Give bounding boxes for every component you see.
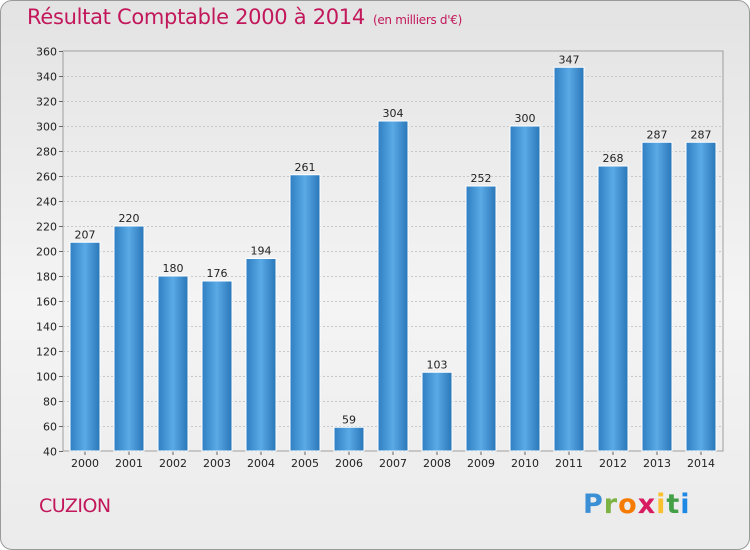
x-tick-label: 2009 bbox=[467, 457, 495, 470]
bar-2000 bbox=[69, 241, 101, 452]
y-tick-label: 280 bbox=[36, 146, 57, 159]
bar-2013 bbox=[641, 141, 673, 452]
data-label-2011: 347 bbox=[559, 53, 580, 66]
data-label-2012: 268 bbox=[603, 152, 624, 165]
data-label-2010: 300 bbox=[515, 112, 536, 125]
logo-letter: P bbox=[583, 489, 604, 520]
y-tick-label: 360 bbox=[36, 46, 57, 59]
y-tick-label: 240 bbox=[36, 196, 57, 209]
bar-2007 bbox=[377, 120, 409, 452]
y-tick-label: 300 bbox=[36, 121, 57, 134]
bar-2012 bbox=[597, 165, 629, 452]
x-tick-label: 2012 bbox=[599, 457, 627, 470]
data-label-2003: 176 bbox=[207, 267, 228, 280]
bar-2006 bbox=[333, 426, 365, 452]
x-tick-label: 2006 bbox=[335, 457, 363, 470]
y-tick-label: 80 bbox=[43, 396, 57, 409]
logo-letter: i bbox=[656, 489, 667, 520]
bar-2002 bbox=[157, 275, 189, 452]
data-label-2006: 59 bbox=[342, 413, 356, 426]
y-tick-label: 120 bbox=[36, 346, 57, 359]
data-label-2001: 220 bbox=[119, 212, 140, 225]
y-tick-label: 220 bbox=[36, 221, 57, 234]
chart-title: Résultat Comptable 2000 à 2014 (en millie… bbox=[27, 5, 462, 29]
bar-2001 bbox=[113, 225, 145, 452]
x-tick-label: 2008 bbox=[423, 457, 451, 470]
data-label-2007: 304 bbox=[383, 107, 404, 120]
bar-2008 bbox=[421, 371, 453, 452]
logo-letter: o bbox=[618, 489, 638, 520]
bar-2010 bbox=[509, 125, 541, 452]
x-tick-label: 2007 bbox=[379, 457, 407, 470]
bar-2003 bbox=[201, 280, 233, 452]
x-tick-label: 2002 bbox=[159, 457, 187, 470]
y-tick-label: 200 bbox=[36, 246, 57, 259]
logo-letter: i bbox=[680, 489, 691, 520]
bar-2009 bbox=[465, 185, 497, 452]
y-tick-label: 340 bbox=[36, 71, 57, 84]
chart-title-text: Résultat Comptable 2000 à 2014 bbox=[27, 5, 365, 29]
bar-2011 bbox=[553, 66, 585, 452]
logo-letter: t bbox=[666, 489, 681, 520]
x-tick-label: 2000 bbox=[71, 457, 99, 470]
bar-2014 bbox=[685, 141, 717, 452]
y-tick-label: 260 bbox=[36, 171, 57, 184]
data-label-2005: 261 bbox=[295, 161, 316, 174]
x-tick-label: 2010 bbox=[511, 457, 539, 470]
y-tick-label: 40 bbox=[43, 446, 57, 459]
logo-letter: x bbox=[637, 489, 657, 520]
y-tick-label: 60 bbox=[43, 421, 57, 434]
x-tick-label: 2005 bbox=[291, 457, 319, 470]
x-tick-label: 2011 bbox=[555, 457, 583, 470]
data-label-2009: 252 bbox=[471, 172, 492, 185]
x-tick-label: 2001 bbox=[115, 457, 143, 470]
y-tick-label: 140 bbox=[36, 321, 57, 334]
logo-letter: r bbox=[603, 489, 619, 520]
y-tick-label: 320 bbox=[36, 96, 57, 109]
data-label-2013: 287 bbox=[647, 128, 668, 141]
y-tick-label: 100 bbox=[36, 371, 57, 384]
commune-name: CUZION bbox=[39, 495, 111, 517]
bar-2004 bbox=[245, 258, 277, 452]
data-label-2000: 207 bbox=[75, 228, 96, 241]
x-tick-label: 2013 bbox=[643, 457, 671, 470]
y-tick-label: 180 bbox=[36, 271, 57, 284]
y-tick-label: 160 bbox=[36, 296, 57, 309]
proxiti-logo: Proxiti bbox=[583, 489, 691, 520]
x-tick-label: 2004 bbox=[247, 457, 275, 470]
data-label-2004: 194 bbox=[251, 245, 272, 258]
x-tick-label: 2003 bbox=[203, 457, 231, 470]
data-label-2014: 287 bbox=[691, 128, 712, 141]
x-tick-label: 2014 bbox=[687, 457, 715, 470]
data-label-2008: 103 bbox=[427, 358, 448, 371]
data-label-2002: 180 bbox=[163, 262, 184, 275]
chart-subtitle: (en milliers d'€) bbox=[372, 13, 462, 27]
bar-2005 bbox=[289, 174, 321, 452]
